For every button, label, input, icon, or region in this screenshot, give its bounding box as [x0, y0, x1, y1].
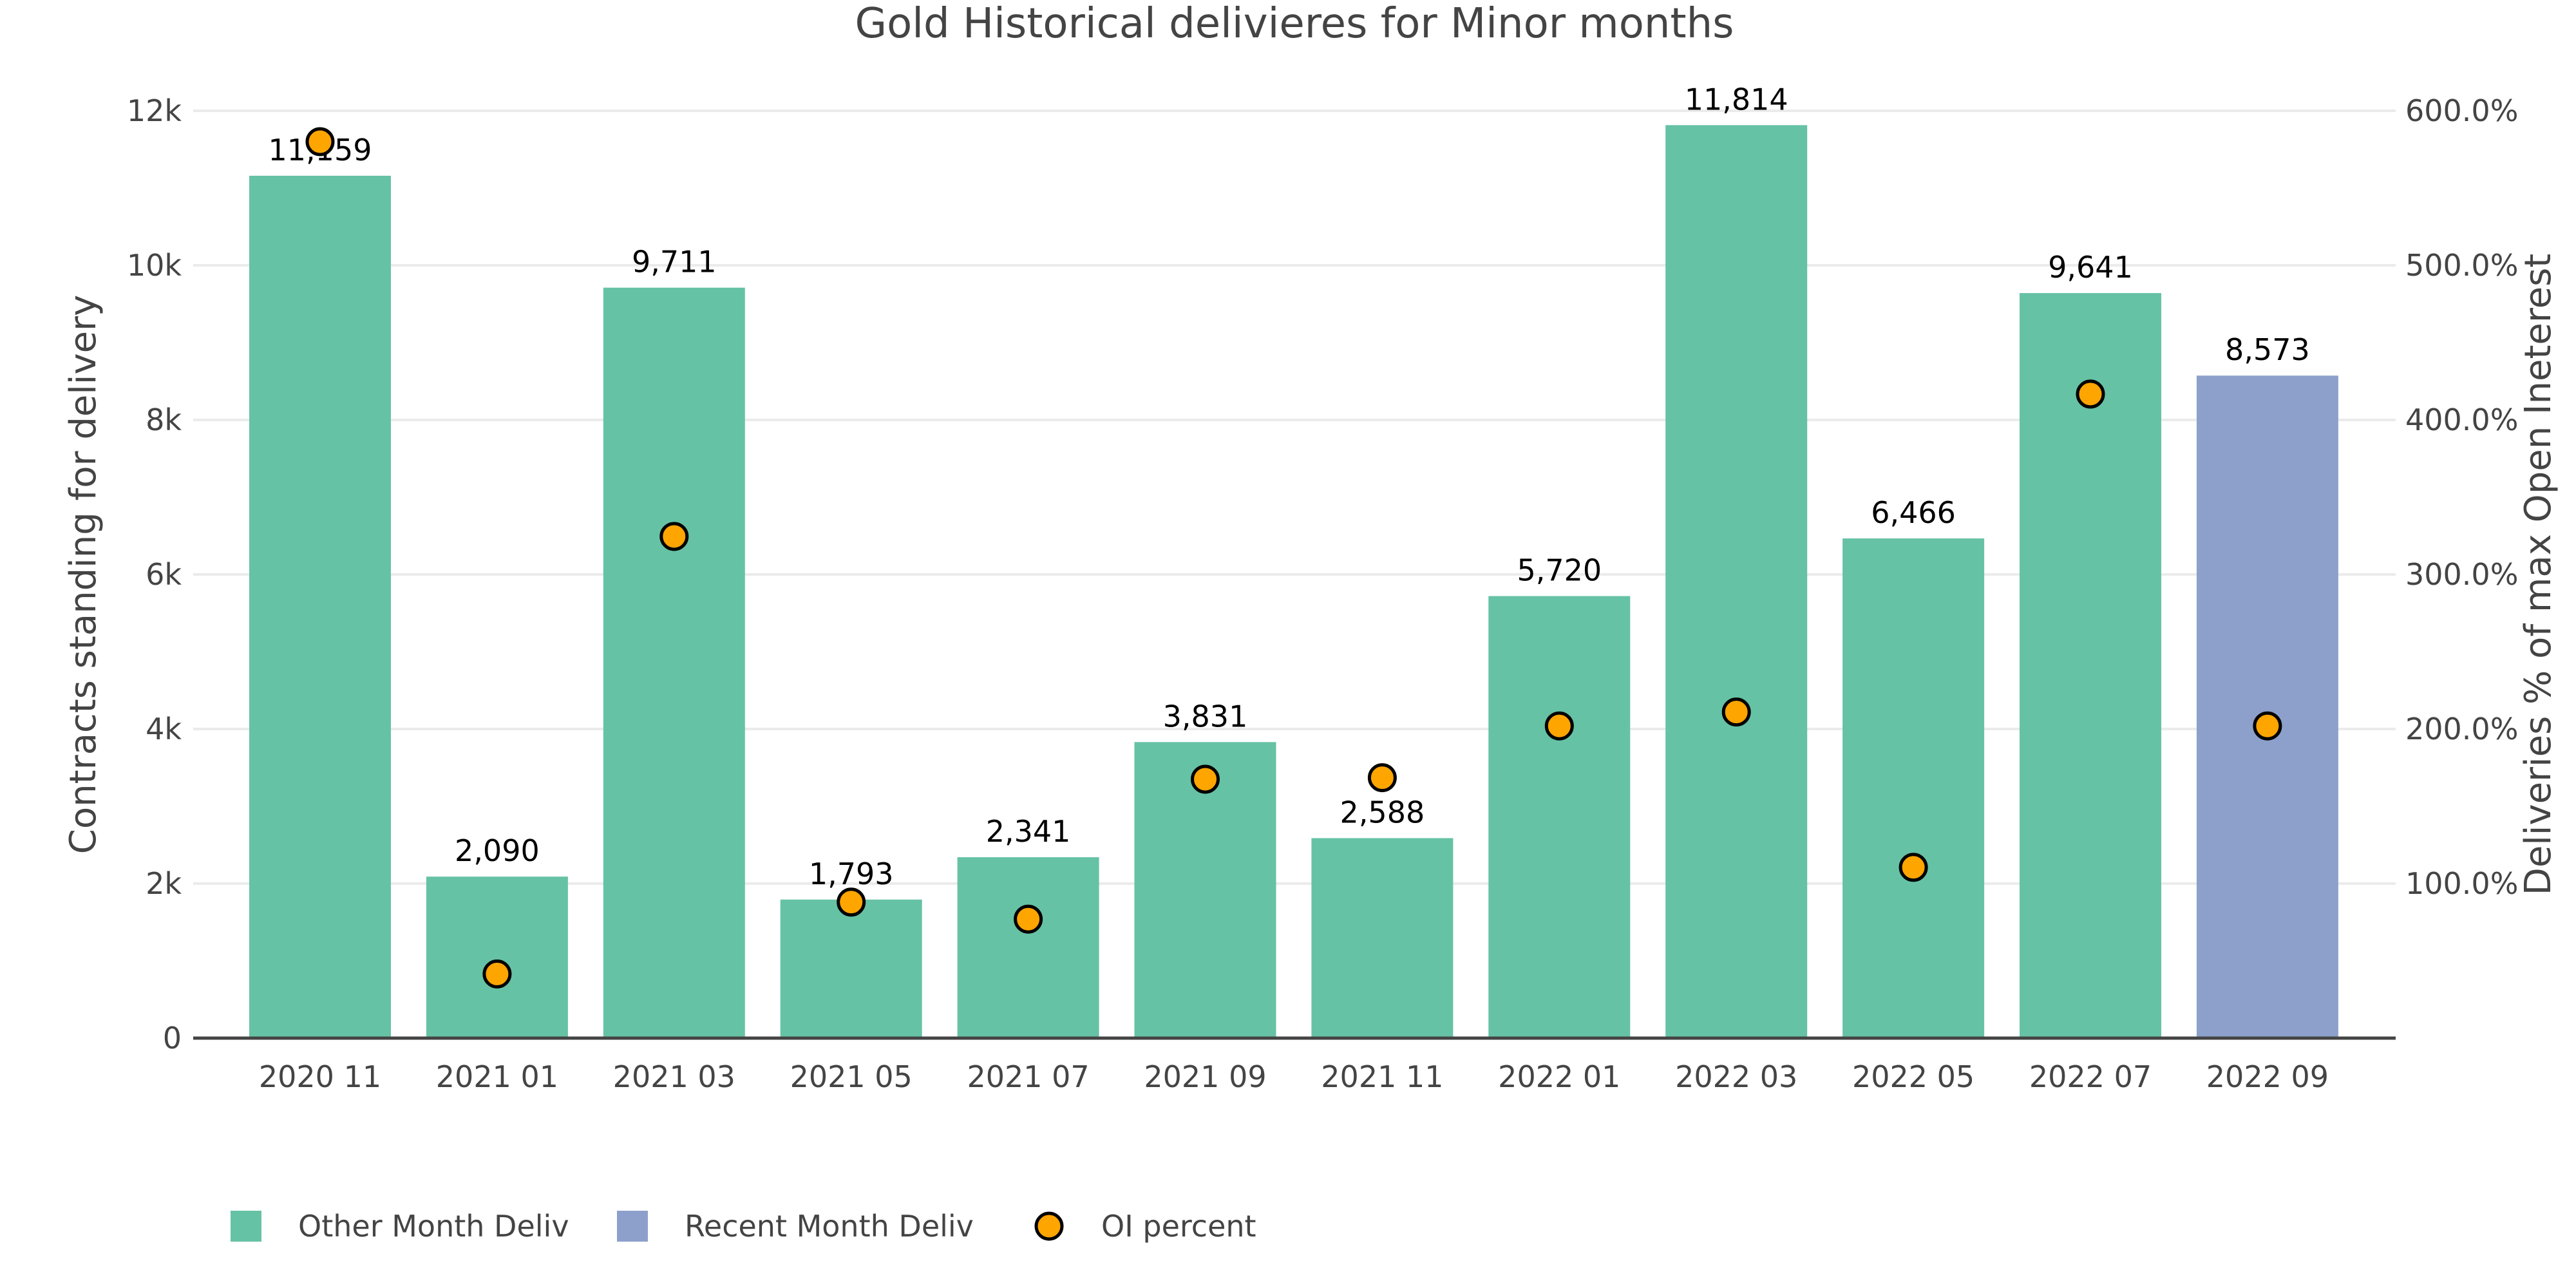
y2-axis-ticks: 100.0% 200.0% 300.0% 400.0% 500.0% 600.0%	[2405, 93, 2518, 901]
x-tick-label: 2022 05	[1852, 1059, 1975, 1094]
x-tick-label: 2021 05	[790, 1059, 913, 1094]
x-tick-label: 2021 03	[613, 1059, 735, 1094]
x-tick-label: 2021 09	[1144, 1059, 1266, 1094]
x-tick-label: 2022 07	[2029, 1059, 2152, 1094]
legend-label: Recent Month Deliv	[685, 1209, 974, 1244]
oi-percent-marker	[837, 887, 866, 917]
bar	[1488, 596, 1631, 1038]
x-axis-ticks: 2020 11 2021 01 2021 03 2021 05 2021 07 2021 …	[259, 1059, 2329, 1094]
oi-percent-marker	[1544, 711, 1574, 741]
bar	[1311, 838, 1454, 1038]
bar	[2020, 293, 2161, 1039]
bar-value-label: 2,341	[986, 814, 1071, 849]
bar-value-label: 5,720	[1517, 553, 1602, 588]
oi-percent-markers	[305, 127, 2282, 989]
oi-percent-marker	[1721, 697, 1751, 727]
oi-percent-marker	[2253, 711, 2282, 741]
bar-labels: 11,1592,0909,7111,7932,3413,8312,5885,72…	[269, 82, 2310, 891]
y-tick-label: 4k	[146, 712, 182, 746]
y-tick-label: 2k	[146, 866, 182, 901]
oi-percent-marker	[659, 522, 689, 551]
bar	[603, 287, 745, 1039]
bar-value-label: 9,641	[2048, 250, 2133, 285]
bar-value-label: 3,831	[1163, 699, 1248, 734]
bar	[957, 857, 1099, 1038]
bar-value-label: 6,466	[1871, 495, 1956, 530]
bar-value-label: 2,090	[455, 833, 540, 868]
x-tick-label: 2022 01	[1498, 1059, 1620, 1094]
oi-percent-marker	[1899, 853, 1928, 882]
legend-label: OI percent	[1101, 1209, 1256, 1244]
x-tick-label: 2022 03	[1675, 1059, 1797, 1094]
oi-percent-marker	[1191, 764, 1220, 794]
legend-marker	[1034, 1211, 1064, 1241]
oi-percent-marker	[1014, 904, 1043, 934]
x-tick-label: 2020 11	[259, 1059, 381, 1094]
y2-axis-title: Deliveries % of max Open Ineterest	[2517, 254, 2559, 896]
legend: Other Month Deliv Recent Month Deliv OI pe…	[231, 1209, 1256, 1244]
chart-title: Gold Historical delivieres for Minor mon…	[855, 0, 1734, 48]
y-tick-label: 8k	[146, 402, 182, 437]
oi-percent-marker	[2076, 379, 2105, 409]
oi-percent-marker	[305, 127, 335, 156]
bar	[2196, 375, 2338, 1038]
bar	[426, 876, 568, 1038]
bar	[1842, 538, 1985, 1038]
bar-value-label: 9,711	[632, 245, 717, 279]
x-tick-label: 2021 11	[1321, 1059, 1443, 1094]
legend-swatch	[617, 1211, 648, 1242]
y2-tick-label: 500.0%	[2405, 248, 2518, 283]
legend-label: Other Month Deliv	[298, 1209, 569, 1244]
x-tick-label: 2021 07	[967, 1059, 1089, 1094]
bar	[1665, 125, 1808, 1038]
y-tick-label: 10k	[127, 248, 182, 283]
y2-tick-label: 300.0%	[2405, 557, 2518, 592]
legend-swatch	[231, 1211, 261, 1242]
bar-value-label: 2,588	[1340, 795, 1425, 829]
y2-tick-label: 100.0%	[2405, 866, 2518, 901]
y2-tick-label: 200.0%	[2405, 712, 2518, 746]
y2-tick-label: 600.0%	[2405, 93, 2518, 128]
x-tick-label: 2021 01	[436, 1059, 558, 1094]
y-axis-title: Contracts standing for delivery	[62, 295, 104, 854]
bar-value-label: 8,573	[2225, 332, 2310, 367]
bar-value-label: 11,814	[1685, 82, 1788, 117]
y-tick-label: 0	[163, 1021, 182, 1056]
x-tick-label: 2022 09	[2206, 1059, 2329, 1094]
oi-percent-marker	[1367, 763, 1397, 793]
y-tick-label: 12k	[127, 93, 182, 128]
bar-value-label: 1,793	[809, 857, 894, 891]
bar	[780, 899, 922, 1038]
bar	[249, 175, 391, 1038]
y-tick-label: 6k	[146, 557, 182, 592]
oi-percent-marker	[482, 959, 512, 989]
bars	[249, 125, 2338, 1039]
y-axis-ticks: 0 2k 4k 6k 8k 10k 12k	[127, 93, 182, 1056]
y2-tick-label: 400.0%	[2405, 402, 2518, 437]
